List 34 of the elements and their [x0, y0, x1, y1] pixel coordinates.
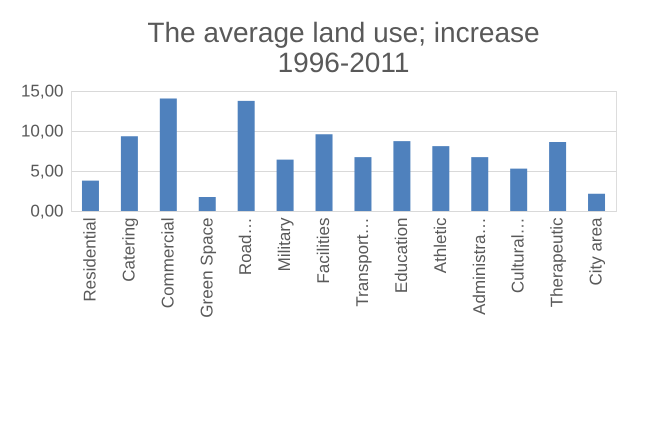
bar — [549, 142, 566, 211]
y-tick-label: 10,00 — [20, 122, 64, 140]
x-tick-label: Administra… — [470, 218, 489, 315]
x-tick-label: City area — [586, 216, 606, 286]
bar — [198, 197, 216, 211]
y-tick-label: 5,00 — [30, 162, 64, 180]
bar — [510, 168, 528, 211]
x-tick-label: Facilities — [314, 218, 334, 284]
x-tick-label: Catering — [119, 218, 138, 282]
text: 1996-2011 — [278, 47, 410, 78]
bar — [82, 180, 99, 211]
bar — [120, 136, 138, 211]
text: The average land use; increase — [147, 17, 540, 48]
bar — [276, 160, 294, 211]
bar — [354, 157, 372, 211]
x-tick-label: Green Space — [197, 218, 216, 318]
x-tick-label: Military — [275, 217, 294, 272]
bar — [588, 194, 606, 211]
x-tick-label: Cultural… — [508, 218, 528, 294]
x-tick-label: Commercial — [158, 218, 178, 308]
bar — [471, 157, 488, 211]
y-tick-label: 0,00 — [30, 202, 64, 220]
x-tick-label: Athletic — [430, 217, 450, 274]
bar — [238, 100, 255, 211]
x-tick-label: Therapeutic — [548, 217, 567, 308]
bar — [160, 98, 177, 211]
x-tick-label: Education — [392, 218, 411, 294]
bar — [432, 146, 450, 211]
bar — [393, 141, 410, 211]
x-tick-label: Residential — [80, 218, 100, 302]
x-tick-label: Transport… — [352, 218, 372, 307]
y-tick-label: 15,00 — [20, 82, 64, 100]
bar — [316, 134, 333, 211]
x-tick-label: Road… — [236, 218, 256, 276]
